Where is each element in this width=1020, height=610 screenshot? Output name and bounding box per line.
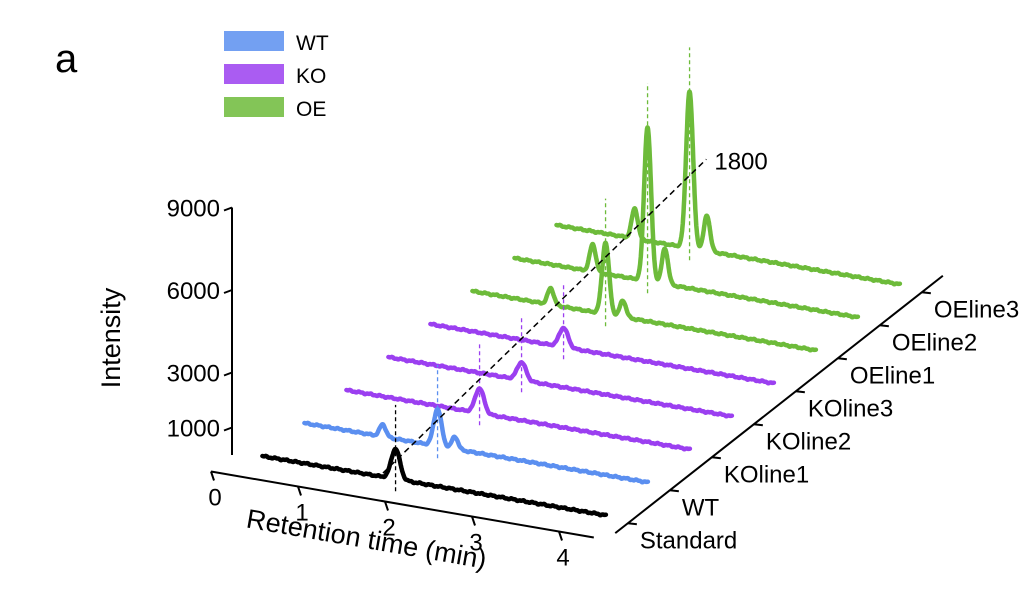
z-tick-oeline1 bbox=[837, 357, 847, 361]
z-tick-standard bbox=[627, 522, 637, 526]
y-tick-1000 bbox=[223, 426, 233, 432]
legend: WT KO OE bbox=[224, 31, 329, 121]
y-tick-label-3000: 3000 bbox=[167, 361, 220, 388]
y-tick-3000 bbox=[223, 371, 233, 377]
x-axis-title: Retention time (min) bbox=[244, 504, 489, 575]
legend-swatch-wt bbox=[224, 31, 284, 51]
trace-koline2 bbox=[386, 354, 735, 419]
annotation-1800: 1800 bbox=[714, 148, 767, 175]
y-tick-9000 bbox=[223, 206, 233, 212]
x-tick-4 bbox=[558, 531, 563, 541]
x-tick-label-3: 3 bbox=[469, 530, 482, 557]
y-tick-label-9000: 9000 bbox=[167, 196, 220, 223]
legend-label-oe: OE bbox=[296, 98, 326, 121]
trace-koline1 bbox=[344, 386, 693, 452]
z-tick-oeline3 bbox=[921, 291, 931, 295]
x-axis-line bbox=[210, 470, 594, 539]
trace-koline3 bbox=[428, 321, 777, 386]
z-tick-label-wt: WT bbox=[682, 494, 720, 521]
y-tick-label-1000: 1000 bbox=[167, 416, 220, 443]
z-tick-label-oeline3: OEline3 bbox=[934, 296, 1019, 323]
z-tick-label-koline1: KOline1 bbox=[724, 461, 809, 488]
peak-alignment-line bbox=[382, 158, 707, 474]
x-tick-0 bbox=[210, 471, 215, 481]
x-tick-label-0: 0 bbox=[208, 485, 221, 512]
legend-swatch-ko bbox=[224, 64, 284, 84]
trace-wt bbox=[302, 406, 651, 485]
z-tick-wt bbox=[669, 489, 679, 493]
z-tick-label-standard: Standard bbox=[640, 527, 737, 554]
x-tick-label-2: 2 bbox=[382, 515, 395, 542]
trace-oeline2 bbox=[512, 125, 861, 320]
peak-overlay: 1800 bbox=[382, 47, 768, 492]
z-tick-koline3 bbox=[795, 390, 805, 394]
legend-swatch-oe bbox=[224, 97, 284, 117]
legend-label-ko: KO bbox=[296, 65, 326, 88]
z-tick-koline2 bbox=[753, 423, 763, 427]
trace-oeline1 bbox=[470, 240, 819, 353]
traces bbox=[260, 89, 903, 518]
z-tick-label-oeline2: OEline2 bbox=[892, 329, 977, 356]
z-tick-label-koline2: KOline2 bbox=[766, 428, 851, 455]
x-tick-3 bbox=[471, 516, 476, 526]
trace-standard bbox=[260, 446, 609, 518]
y-tick-6000 bbox=[223, 289, 233, 294]
z-tick-oeline2 bbox=[879, 324, 889, 328]
x-tick-1 bbox=[297, 486, 302, 496]
z-tick-label-oeline1: OEline1 bbox=[850, 362, 935, 389]
z-tick-label-koline3: KOline3 bbox=[808, 395, 893, 422]
x-tick-label-1: 1 bbox=[295, 500, 308, 527]
x-tick-label-4: 4 bbox=[556, 545, 569, 572]
trace-oeline3 bbox=[554, 89, 903, 287]
x-tick-2 bbox=[384, 501, 389, 511]
panel-label: a bbox=[55, 37, 78, 81]
legend-label-wt: WT bbox=[296, 32, 329, 55]
z-tick-koline1 bbox=[711, 456, 721, 460]
y-tick-label-6000: 6000 bbox=[167, 278, 220, 305]
y-axis-title: Intensity bbox=[96, 287, 126, 388]
